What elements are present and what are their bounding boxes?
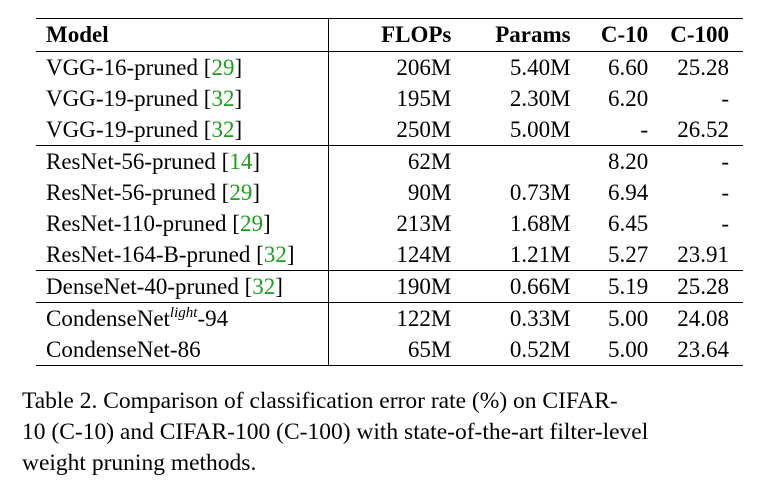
model-cell: DenseNet-40-pruned [32]: [36, 270, 330, 303]
c100-cell: 25.28: [677, 273, 729, 299]
model-cell: VGG-19-pruned [32]: [36, 114, 330, 146]
header-params: Params: [495, 22, 571, 47]
model-cell: CondenseNet-86: [36, 334, 330, 366]
citation-link[interactable]: 32: [252, 273, 276, 299]
c10-cell: 5.00: [607, 305, 649, 331]
model-cell: ResNet-56-pruned [29]: [36, 177, 330, 208]
c100-cell: -: [721, 85, 729, 111]
table-row: VGG-19-pruned [32] 250M 5.00M - 26.52: [36, 114, 743, 146]
condensenet-group: CondenseNetlight-94 122M 0.33M 5.00 24.0…: [36, 302, 743, 366]
model-name: VGG-19-pruned: [46, 85, 204, 111]
citation-link[interactable]: 29: [229, 179, 253, 205]
flops-cell: 206M: [396, 54, 452, 80]
c10-cell: 6.20: [607, 85, 649, 111]
c10-cell: 6.94: [607, 179, 649, 205]
flops-cell: 65M: [407, 336, 452, 362]
params-cell: 5.00M: [509, 116, 571, 142]
params-cell: 2.30M: [509, 85, 571, 111]
params-cell: 0.33M: [509, 305, 571, 331]
flops-cell: 250M: [396, 116, 452, 142]
params-cell: 5.40M: [509, 54, 571, 80]
citation-link[interactable]: 29: [211, 54, 235, 80]
densenet-group: DenseNet-40-pruned [32] 190M 0.66M 5.19 …: [36, 270, 743, 303]
citation-link[interactable]: 14: [229, 148, 253, 174]
model-cell: VGG-19-pruned [32]: [36, 83, 330, 114]
model-cell: VGG-16-pruned [29]: [36, 51, 330, 83]
table-caption: Table 2. Comparison of classification er…: [22, 386, 752, 479]
flops-cell: 124M: [396, 241, 452, 267]
header-model: Model: [36, 18, 330, 52]
citation-link[interactable]: 32: [211, 85, 235, 111]
citation-link[interactable]: 32: [263, 241, 287, 267]
c100-cell: -: [721, 210, 729, 236]
table-row: ResNet-56-pruned [29] 90M 0.73M 6.94 -: [36, 177, 743, 208]
c10-cell: -: [640, 116, 649, 142]
citation-link[interactable]: 32: [211, 116, 235, 142]
header-c100: C-100: [670, 22, 729, 47]
model-name: ResNet-110-pruned: [46, 210, 233, 236]
table-row: ResNet-56-pruned [14] 62M 8.20 -: [36, 145, 743, 178]
c100-cell: 26.52: [677, 116, 729, 142]
model-name-suffix: -94: [197, 305, 229, 331]
params-cell: 0.52M: [509, 336, 571, 362]
params-cell: 0.73M: [509, 179, 571, 205]
c10-cell: 5.27: [607, 241, 649, 267]
flops-cell: 190M: [396, 273, 452, 299]
model-name: DenseNet-40-pruned: [46, 273, 245, 299]
params-cell: 1.21M: [509, 241, 571, 267]
table-row: VGG-19-pruned [32] 195M 2.30M 6.20 -: [36, 83, 743, 114]
c10-cell: 6.45: [607, 210, 649, 236]
c100-cell: 23.64: [677, 336, 729, 362]
model-cell: ResNet-56-pruned [14]: [36, 145, 330, 177]
results-table: Model FLOPs Params C-10 C-100 VGG-16-pru…: [36, 18, 743, 366]
table-row: VGG-16-pruned [29] 206M 5.40M 6.60 25.28: [36, 51, 743, 83]
model-name: ResNet-56-pruned: [46, 148, 222, 174]
vgg-group: VGG-16-pruned [29] 206M 5.40M 6.60 25.28…: [36, 51, 743, 146]
model-name: ResNet-164-B-pruned: [46, 241, 257, 267]
model-cell: CondenseNetlight-94: [36, 302, 330, 334]
c100-cell: -: [721, 148, 729, 174]
caption-line: Table 2. Comparison of classification er…: [22, 388, 618, 414]
table-row: DenseNet-40-pruned [32] 190M 0.66M 5.19 …: [36, 270, 743, 303]
model-name-prefix: CondenseNet: [46, 305, 170, 331]
c100-cell: 23.91: [677, 241, 729, 267]
caption-line: weight pruning methods.: [22, 450, 257, 476]
c100-cell: 25.28: [677, 54, 729, 80]
flops-cell: 90M: [407, 179, 452, 205]
model-name: ResNet-56-pruned: [46, 179, 222, 205]
model-superscript: light: [169, 304, 198, 321]
c10-cell: 5.19: [607, 273, 649, 299]
flops-cell: 122M: [396, 305, 452, 331]
table-header: Model FLOPs Params C-10 C-100: [36, 18, 743, 52]
caption-line: 10 (C-10) and CIFAR-100 (C-100) with sta…: [22, 419, 649, 445]
model-cell: ResNet-164-B-pruned [32]: [36, 239, 330, 271]
model-cell: ResNet-110-pruned [29]: [36, 208, 330, 239]
table-row: CondenseNetlight-94 122M 0.33M 5.00 24.0…: [36, 302, 743, 334]
header-flops: FLOPs: [381, 22, 452, 47]
c10-cell: 6.60: [607, 54, 649, 80]
model-name: VGG-19-pruned: [46, 116, 204, 142]
table-row: ResNet-164-B-pruned [32] 124M 1.21M 5.27…: [36, 239, 743, 271]
flops-cell: 213M: [396, 210, 452, 236]
params-cell: [467, 146, 584, 178]
flops-cell: 195M: [396, 85, 452, 111]
header-c10: C-10: [600, 22, 649, 47]
c10-cell: 5.00: [607, 336, 649, 362]
table-row: CondenseNet-86 65M 0.52M 5.00 23.64: [36, 334, 743, 366]
header-row: Model FLOPs Params C-10 C-100: [36, 18, 743, 52]
c100-cell: -: [721, 179, 729, 205]
flops-cell: 62M: [407, 148, 452, 174]
model-name: CondenseNet-86: [46, 336, 201, 362]
params-cell: 1.68M: [509, 210, 571, 236]
resnet-group: ResNet-56-pruned [14] 62M 8.20 - ResNet-…: [36, 145, 743, 271]
table-row: ResNet-110-pruned [29] 213M 1.68M 6.45 -: [36, 208, 743, 239]
c100-cell: 24.08: [677, 305, 729, 331]
model-name: VGG-16-pruned: [46, 54, 204, 80]
c10-cell: 8.20: [607, 148, 649, 174]
params-cell: 0.66M: [509, 273, 571, 299]
citation-link[interactable]: 29: [239, 210, 263, 236]
